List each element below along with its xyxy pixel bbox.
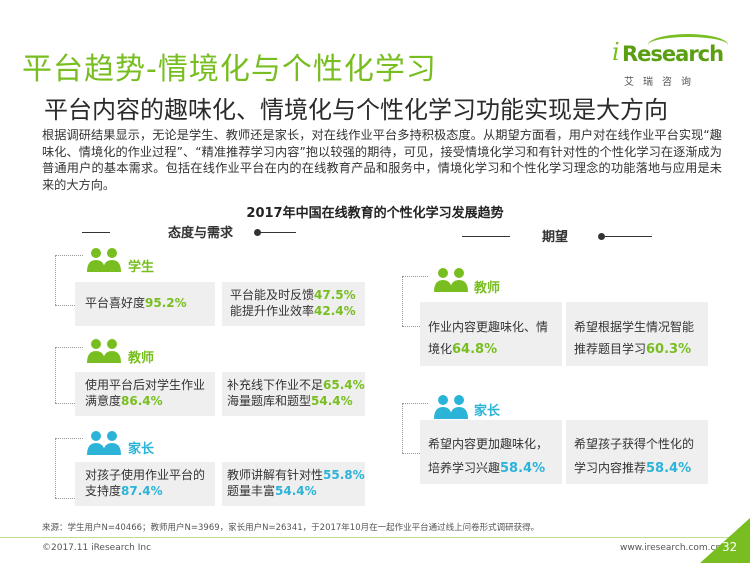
stat-text: 对孩子使用作业平台的 xyxy=(85,468,206,482)
connector-line xyxy=(402,276,403,326)
stat-text: 能提升作业效率 xyxy=(230,304,315,318)
stat-box: 补充线下作业不足65.4% 海量题库和题型54.4% xyxy=(222,372,365,416)
footer-divider xyxy=(0,537,750,538)
connector-line xyxy=(402,326,420,327)
connector-line xyxy=(55,498,75,499)
stat-box: 教师讲解有针对性55.8% 题量丰富54.4% xyxy=(222,462,365,506)
page-number: 32 xyxy=(722,540,738,554)
stat-value: 58.4% xyxy=(646,461,692,476)
heading-line xyxy=(82,232,110,233)
copyright: ©2017.11 iResearch Inc xyxy=(42,543,152,553)
stat-value: 54.4% xyxy=(275,484,317,498)
stat-text: 希望内容更加趣味化， xyxy=(428,437,549,451)
right-heading-text: 期望 xyxy=(542,230,569,245)
stat-box: 希望孩子获得个性化的 学习内容推荐58.4% xyxy=(566,420,708,484)
stat-text: 题量丰富 xyxy=(227,484,276,498)
stat-text: 支持度 xyxy=(85,484,122,498)
heading-dot xyxy=(598,233,605,240)
group-label-parent: 家长 xyxy=(474,404,501,419)
connector-line xyxy=(55,347,56,403)
stat-text: 平台能及时反馈 xyxy=(230,288,315,302)
figure-title: 2017年中国在线教育的个性化学习发展趋势 xyxy=(246,206,504,221)
stat-value: 58.4% xyxy=(500,461,546,476)
stat-text: 学习内容推荐 xyxy=(574,461,647,475)
logo-i: i xyxy=(612,38,620,66)
stat-box: 使用平台后对学生作业 满意度86.4% xyxy=(75,372,215,416)
stat-text: 推荐题目学习 xyxy=(574,342,647,356)
stat-text: 希望根据学生情况智能 xyxy=(574,320,695,334)
stat-text: 教师讲解有针对性 xyxy=(227,468,324,482)
stat-value: 64.8% xyxy=(452,342,498,357)
stat-text: 补充线下作业不足 xyxy=(227,378,324,392)
stat-value: 55.8% xyxy=(323,468,365,482)
stat-text: 希望孩子获得个性化的 xyxy=(574,437,695,451)
connector-line xyxy=(55,438,83,439)
stat-box: 平台能及时反馈47.5% 能提升作业效率42.4% xyxy=(222,282,365,326)
stat-text: 使用平台后对学生作业 xyxy=(85,378,206,392)
stat-value: 60.3% xyxy=(646,342,692,357)
connector-line xyxy=(402,403,428,404)
group-label-student: 学生 xyxy=(128,260,155,275)
stat-value: 42.4% xyxy=(314,304,356,318)
group-label-parent: 家长 xyxy=(128,442,155,457)
page-corner xyxy=(700,518,750,563)
parent-icon xyxy=(87,431,121,455)
parent-icon xyxy=(434,395,468,419)
page-title: 平台趋势-情境化与个性化学习 xyxy=(22,52,437,87)
stat-text: 境化 xyxy=(428,342,453,356)
stat-value: 95.2% xyxy=(145,296,187,310)
stat-text: 满意度 xyxy=(85,394,122,408)
stat-value: 54.4% xyxy=(311,394,353,408)
connector-line xyxy=(55,403,75,404)
stat-value: 86.4% xyxy=(121,394,163,408)
connector-line xyxy=(402,276,428,277)
heading-dot xyxy=(254,229,261,236)
left-heading-text: 态度与需求 xyxy=(168,226,234,241)
heading-line xyxy=(258,232,296,233)
stat-text: 海量题库和题型 xyxy=(227,394,312,408)
heading-line xyxy=(462,236,510,237)
stat-text: 培养学习兴趣 xyxy=(428,461,501,475)
connector-line xyxy=(402,403,403,453)
left-heading: 态度与需求 xyxy=(82,222,312,242)
teacher-icon xyxy=(87,339,121,363)
connector-line xyxy=(55,305,75,306)
stat-value: 47.5% xyxy=(314,288,356,302)
connector-line xyxy=(402,453,420,454)
connector-line xyxy=(55,255,83,256)
stat-box: 平台喜好度95.2% xyxy=(75,282,215,326)
connector-line xyxy=(55,438,56,498)
connector-line xyxy=(55,347,83,348)
stat-box: 作业内容更趣味化、情 境化64.8% xyxy=(420,302,562,366)
logo-arc xyxy=(648,34,728,56)
stat-text: 作业内容更趣味化、情 xyxy=(428,320,549,334)
stat-value: 87.4% xyxy=(121,484,163,498)
stat-box: 希望内容更加趣味化， 培养学习兴趣58.4% xyxy=(420,420,562,484)
connector-line xyxy=(55,255,56,305)
stat-box: 希望根据学生情况智能 推荐题目学习60.3% xyxy=(566,302,708,366)
logo-word: Research xyxy=(622,42,724,66)
teacher-icon xyxy=(434,268,468,292)
heading-line xyxy=(602,236,652,237)
website-link[interactable]: www.iresearch.com.cn xyxy=(620,543,722,553)
stat-box: 对孩子使用作业平台的 支持度87.4% xyxy=(75,462,215,506)
group-label-teacher: 教师 xyxy=(474,281,501,296)
page-subtitle: 平台内容的趣味化、情境化与个性化学习功能实现是大方向 xyxy=(44,96,668,124)
stat-value: 65.4% xyxy=(323,378,365,392)
stat-text: 平台喜好度 xyxy=(85,296,146,310)
student-icon xyxy=(87,248,121,272)
intro-paragraph: 根据调研结果显示，无论是学生、教师还是家长，对在线作业平台多持积极态度。从期望方… xyxy=(42,128,722,192)
group-label-teacher: 教师 xyxy=(128,351,155,366)
source-note: 来源：学生用户N=40466；教师用户N=3969，家长用户N=26341，于2… xyxy=(42,523,540,533)
logo-subtitle: 艾瑞咨询 xyxy=(624,77,700,88)
iresearch-logo: i Research 艾瑞咨询 xyxy=(612,34,732,88)
right-heading: 期望 xyxy=(462,226,662,246)
